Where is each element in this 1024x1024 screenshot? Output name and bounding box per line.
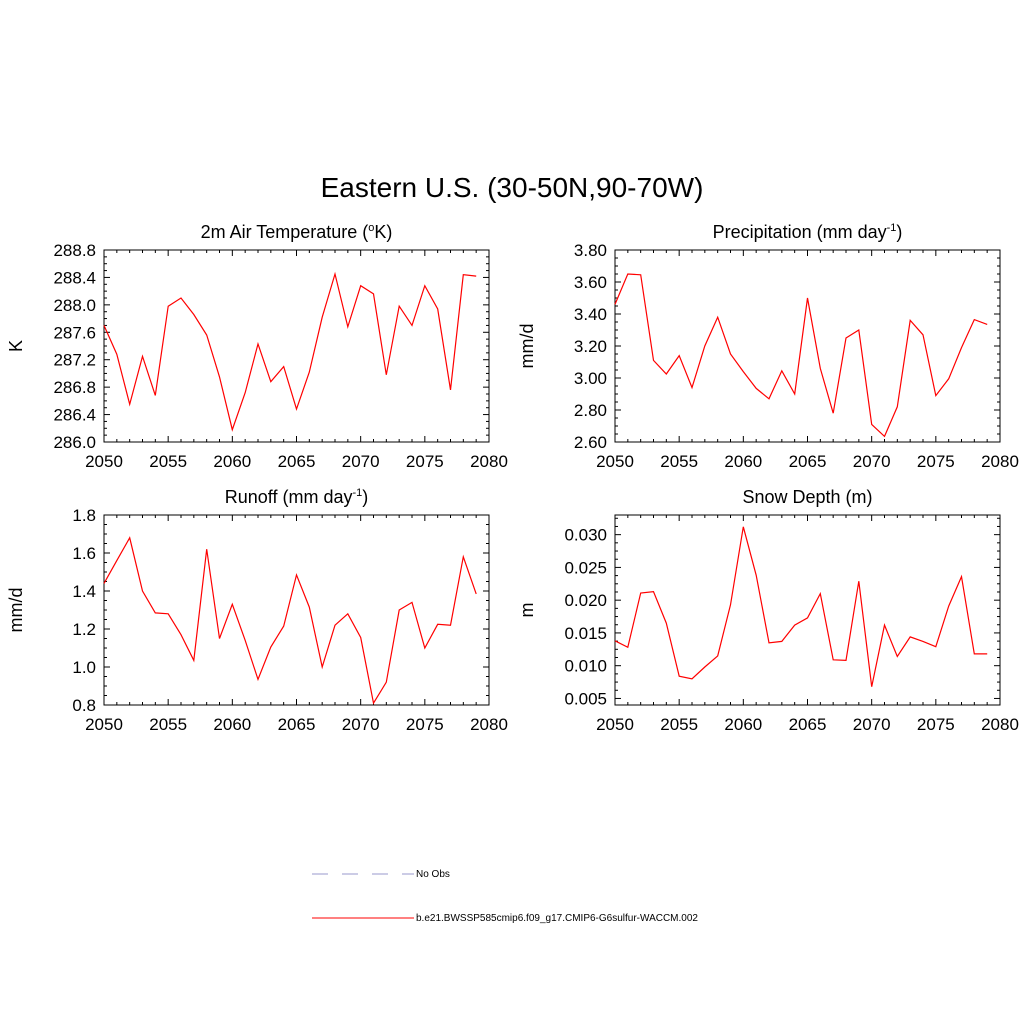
panel-snow-depth: Snow Depth (m) m 2050 2055 2060 2065 2070 2075 2… bbox=[517, 487, 1019, 734]
x-tick-label: 2050 bbox=[85, 715, 123, 734]
y-tick-label: 0.015 bbox=[564, 624, 607, 643]
panel-title-end: K) bbox=[374, 222, 392, 242]
panel-title-sup: -1 bbox=[887, 222, 897, 234]
y-tick-label: 1.2 bbox=[72, 620, 96, 639]
panel-title: Runoff (mm day-1) bbox=[225, 487, 369, 507]
plot-frame bbox=[614, 249, 1001, 443]
y-tick-label: 0.025 bbox=[564, 558, 607, 577]
panel-title-main: 2m Air Temperature ( bbox=[201, 222, 369, 242]
y-tick-label: 2.80 bbox=[574, 401, 607, 420]
y-axis-label: mm/d bbox=[517, 324, 537, 369]
y-tick-label: 1.4 bbox=[72, 582, 96, 601]
y-tick-label: 3.00 bbox=[574, 369, 607, 388]
series-line bbox=[103, 536, 477, 705]
panel-runoff: Runoff (mm day-1) mm/d 2050 2055 2060 2065 207… bbox=[6, 487, 508, 734]
y-axis-label: mm/d bbox=[6, 588, 26, 633]
panel-air-temperature: 2m Air Temperature (oK) K 2050 2055 2060 2065… bbox=[6, 222, 508, 471]
y-tick-label: 3.80 bbox=[574, 241, 607, 260]
panel-precipitation: Precipitation (mm day-1) mm/d 2050 2055 2060… bbox=[517, 222, 1019, 471]
y-tick-label: 0.030 bbox=[564, 526, 607, 545]
x-tick-label: 2055 bbox=[660, 452, 698, 471]
series-line bbox=[614, 273, 988, 438]
x-tick-label: 2060 bbox=[724, 452, 762, 471]
panel-title-main: Snow Depth (m) bbox=[742, 487, 872, 507]
panel-title-end: ) bbox=[896, 222, 902, 242]
legend-label-no-obs: No Obs bbox=[416, 869, 450, 880]
x-tick-label: 2080 bbox=[470, 452, 508, 471]
plot-frame bbox=[103, 514, 490, 706]
y-tick-label: 288.8 bbox=[53, 241, 96, 260]
panel-title-main: Precipitation (mm day bbox=[713, 222, 887, 242]
y-tick-label: 0.005 bbox=[564, 689, 607, 708]
y-tick-label: 288.4 bbox=[53, 268, 96, 287]
panel-title: Precipitation (mm day-1) bbox=[713, 222, 903, 242]
panel-title-end: ) bbox=[362, 487, 368, 507]
y-tick-label: 286.0 bbox=[53, 433, 96, 452]
y-axis-label: K bbox=[6, 340, 26, 352]
panel-title-main: Runoff (mm day bbox=[225, 487, 353, 507]
series-line bbox=[614, 526, 988, 687]
x-tick-label: 2070 bbox=[342, 715, 380, 734]
x-tick-label: 2050 bbox=[85, 452, 123, 471]
y-tick-label: 288.0 bbox=[53, 296, 96, 315]
x-tick-label: 2075 bbox=[917, 452, 955, 471]
y-tick-label: 1.8 bbox=[72, 506, 96, 525]
x-tick-label: 2075 bbox=[917, 715, 955, 734]
x-tick-label: 2055 bbox=[149, 715, 187, 734]
x-tick-label: 2070 bbox=[853, 452, 891, 471]
panel-title: Snow Depth (m) bbox=[742, 487, 872, 507]
y-tick-label: 2.60 bbox=[574, 433, 607, 452]
plot-frame bbox=[103, 249, 490, 443]
x-tick-label: 2055 bbox=[660, 715, 698, 734]
x-tick-label: 2050 bbox=[596, 452, 634, 471]
x-tick-label: 2065 bbox=[278, 715, 316, 734]
x-tick-label: 2070 bbox=[342, 452, 380, 471]
x-tick-label: 2055 bbox=[149, 452, 187, 471]
panel-title: 2m Air Temperature (oK) bbox=[201, 222, 393, 242]
x-tick-label: 2075 bbox=[406, 452, 444, 471]
figure-title: Eastern U.S. (30-50N,90-70W) bbox=[321, 172, 704, 203]
y-tick-label: 3.60 bbox=[574, 273, 607, 292]
x-tick-label: 2060 bbox=[724, 715, 762, 734]
x-tick-label: 2065 bbox=[789, 452, 827, 471]
x-tick-label: 2080 bbox=[981, 452, 1019, 471]
x-tick-label: 2050 bbox=[596, 715, 634, 734]
y-tick-label: 3.20 bbox=[574, 337, 607, 356]
y-axis-label: m bbox=[517, 603, 537, 618]
y-tick-label: 286.8 bbox=[53, 378, 96, 397]
y-tick-label: 3.40 bbox=[574, 305, 607, 324]
x-tick-label: 2060 bbox=[213, 715, 251, 734]
x-tick-label: 2065 bbox=[789, 715, 827, 734]
series-line bbox=[103, 271, 477, 432]
x-tick-label: 2065 bbox=[278, 452, 316, 471]
y-tick-label: 1.0 bbox=[72, 658, 96, 677]
plot-frame bbox=[614, 514, 1001, 706]
x-tick-label: 2080 bbox=[981, 715, 1019, 734]
y-tick-label: 287.6 bbox=[53, 323, 96, 342]
x-tick-label: 2075 bbox=[406, 715, 444, 734]
panel-title-sup: -1 bbox=[352, 487, 362, 499]
legend-label-model: b.e21.BWSSP585cmip6.f09_g17.CMIP6-G6sulf… bbox=[416, 913, 698, 924]
y-tick-label: 0.8 bbox=[72, 696, 96, 715]
y-tick-label: 0.020 bbox=[564, 591, 607, 610]
panels: 2m Air Temperature (oK) K 2050 2055 2060 2065… bbox=[6, 222, 1019, 734]
panel-title-sup: o bbox=[368, 222, 374, 234]
x-tick-label: 2070 bbox=[853, 715, 891, 734]
y-tick-label: 1.6 bbox=[72, 544, 96, 563]
x-tick-label: 2080 bbox=[470, 715, 508, 734]
legend: No Obs b.e21.BWSSP585cmip6.f09_g17.CMIP6… bbox=[312, 869, 698, 924]
x-tick-label: 2060 bbox=[213, 452, 251, 471]
y-tick-label: 0.010 bbox=[564, 657, 607, 676]
y-tick-label: 286.4 bbox=[53, 406, 96, 425]
y-tick-label: 287.2 bbox=[53, 351, 96, 370]
